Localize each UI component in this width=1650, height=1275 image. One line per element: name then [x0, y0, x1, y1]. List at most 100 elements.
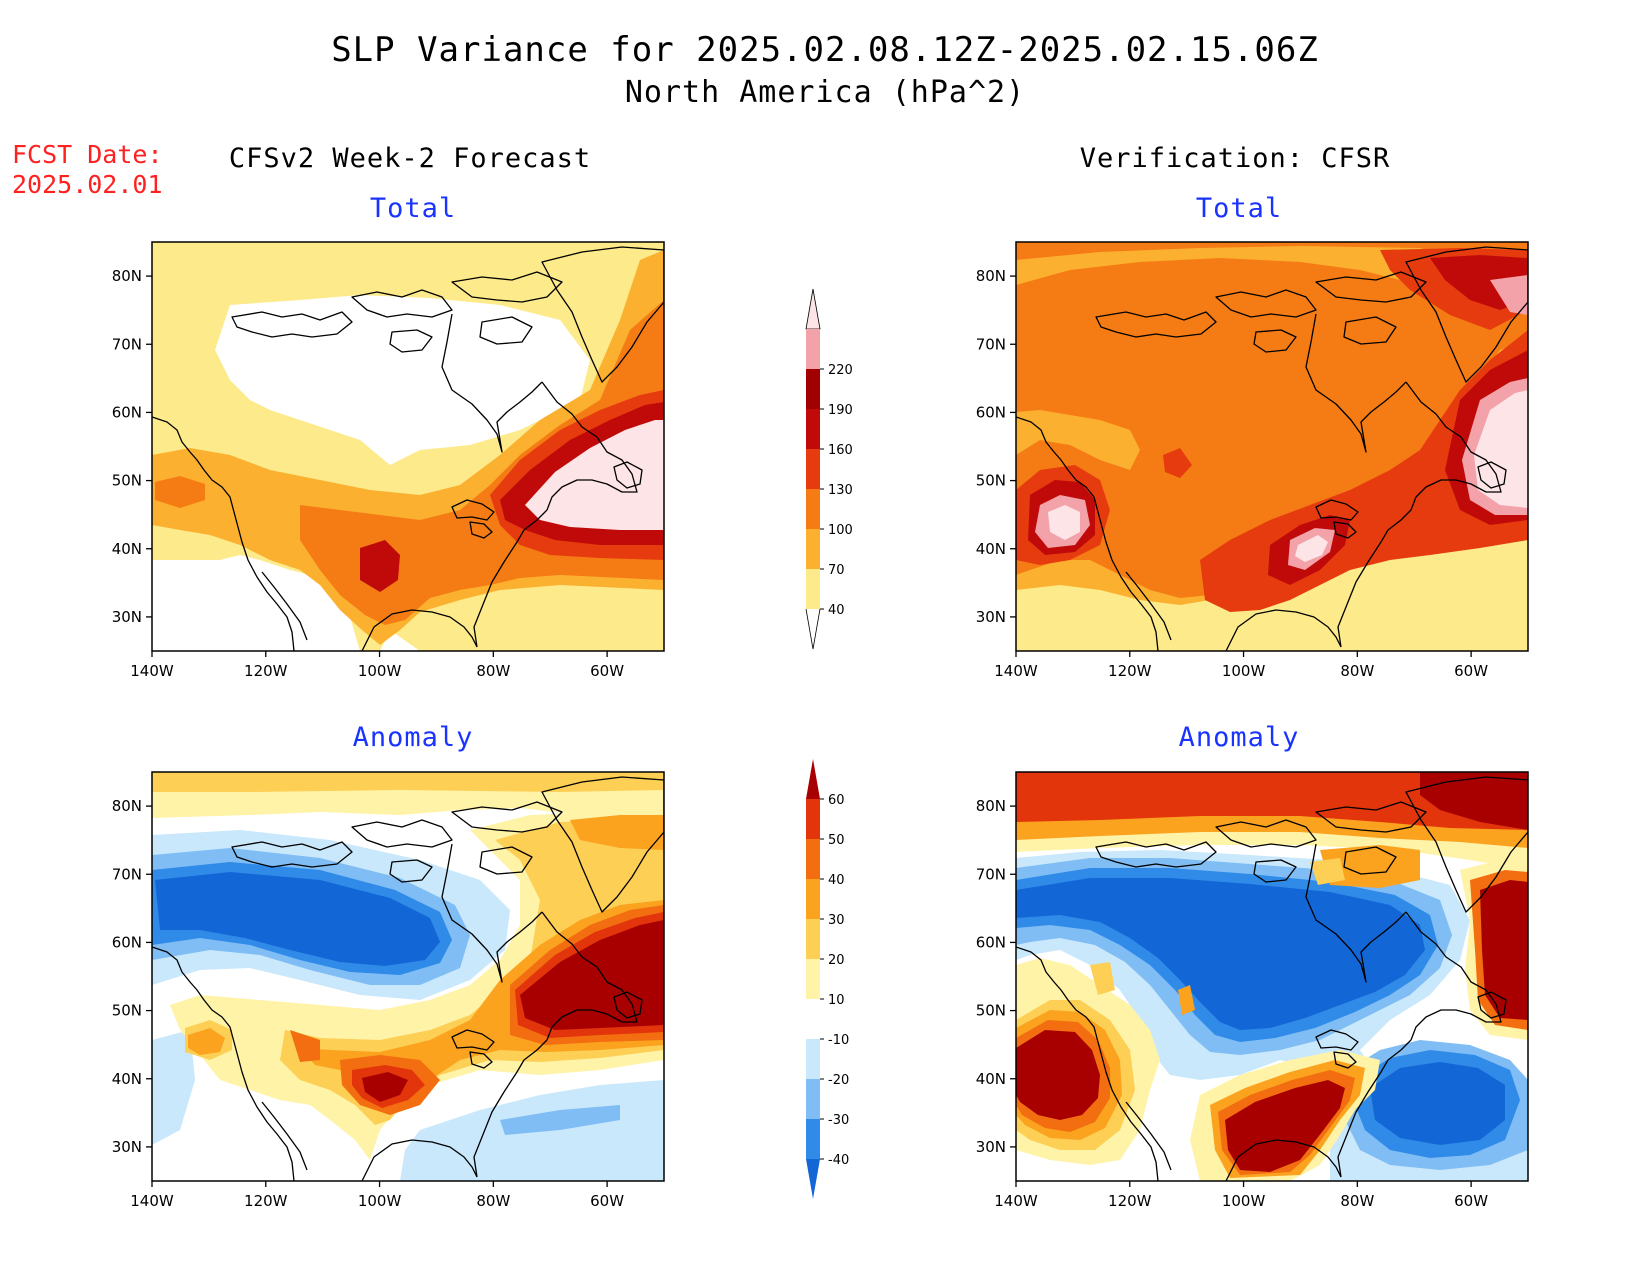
colorbar-anomaly: -40 -30 -20 -10 10 20 30 40 50 60 [806, 759, 849, 1199]
colorbar-anomaly-label: -30 [828, 1113, 849, 1128]
colorbar-total-swatch [806, 409, 820, 449]
colorbar-total-swatch [806, 489, 820, 529]
lat-tick-label: 60N [976, 933, 1006, 951]
lat-tick-label: 30N [112, 1138, 142, 1156]
lat-tick-label: 50N [976, 472, 1006, 490]
figure-subtitle: North America (hPa^2) [624, 75, 1026, 110]
colorbar-anomaly-label: 10 [828, 993, 845, 1008]
lat-tick-label: 70N [976, 865, 1006, 883]
colorbar-anomaly-label: 30 [828, 913, 845, 928]
lon-tick-label: 100W [358, 662, 402, 680]
fcst-date-value: 2025.02.01 [12, 170, 163, 199]
lat-tick-label: 60N [976, 403, 1006, 421]
lon-tick-label: 140W [994, 1192, 1038, 1210]
colorbar-anomaly-label: 20 [828, 953, 845, 968]
lat-tick-label: 70N [112, 335, 142, 353]
colorbar-total-label: 100 [828, 523, 853, 538]
lat-tick-label: 80N [112, 797, 142, 815]
lon-tick-label: 60W [590, 1192, 624, 1210]
colorbar-total-swatch [806, 329, 820, 369]
colorbar-anomaly-max-triangle [806, 759, 820, 799]
colorbar-anomaly-swatch [806, 919, 820, 959]
lat-tick-label: 50N [112, 1002, 142, 1020]
lat-tick-label: 40N [976, 540, 1006, 558]
lon-tick-label: 100W [358, 1192, 402, 1210]
axes-layer: 140W 120W 100W 80W 60W 80N 70N 60N 50N 40N 30N 140W… [112, 267, 1489, 1210]
lat-tick-label: 60N [112, 403, 142, 421]
colorbar-anomaly-label: -40 [828, 1153, 849, 1168]
lat-tick-label: 30N [112, 608, 142, 626]
panel-title-forecast-anomaly: Anomaly [352, 722, 474, 753]
colorbar-total: 40 70 100 130 160 190 220 [805, 288, 853, 650]
panel-title-verification-total: Total [1195, 193, 1283, 224]
lon-tick-label: 120W [244, 662, 288, 680]
colorbar-total-label: 40 [828, 603, 845, 618]
lon-tick-label: 140W [994, 662, 1038, 680]
colorbar-total-label: 190 [828, 403, 853, 418]
colorbar-total-max-triangle [805, 288, 821, 330]
lat-tick-label: 40N [112, 540, 142, 558]
colorbar-anomaly-label: 60 [828, 793, 845, 808]
colorbar-total-swatch [806, 449, 820, 489]
map-frame-forecast-anomaly [151, 771, 665, 1182]
colorbar-anomaly-swatch [806, 999, 820, 1039]
colorbar-anomaly-label: 40 [828, 873, 845, 888]
colorbar-total-label: 70 [828, 563, 845, 578]
lon-tick-label: 120W [1108, 662, 1152, 680]
colorbar-total-label: 220 [828, 363, 853, 378]
panel-title-verification-anomaly: Anomaly [1178, 722, 1300, 753]
colorbar-anomaly-swatch [806, 959, 820, 999]
map-frame-verification-anomaly [1015, 771, 1529, 1182]
lon-tick-label: 80W [476, 1192, 510, 1210]
lon-tick-label: 80W [1340, 1192, 1374, 1210]
colorbar-anomaly-swatch [806, 1079, 820, 1119]
colorbar-anomaly-swatch [806, 799, 820, 839]
lon-tick-label: 60W [590, 662, 624, 680]
colorbar-total-swatch [806, 529, 820, 569]
lat-tick-label: 30N [976, 1138, 1006, 1156]
colorbar-total-min-triangle [805, 608, 821, 650]
lat-tick-label: 70N [112, 865, 142, 883]
lat-tick-label: 70N [976, 335, 1006, 353]
lat-tick-label: 60N [112, 933, 142, 951]
colorbar-anomaly-label: -10 [828, 1033, 849, 1048]
map-forecast-total [152, 242, 664, 651]
colorbar-total-swatch [806, 569, 820, 609]
lat-tick-label: 40N [112, 1070, 142, 1088]
lon-tick-label: 140W [130, 662, 174, 680]
lat-tick-label: 80N [976, 267, 1006, 285]
lon-tick-label: 140W [130, 1192, 174, 1210]
column-title-verification: Verification: CFSR [1079, 143, 1391, 174]
lon-tick-label: 80W [1340, 662, 1374, 680]
lat-tick-label: 50N [112, 472, 142, 490]
map-forecast-anomaly [152, 772, 664, 1181]
colorbar-anomaly-label: -20 [828, 1073, 849, 1088]
lon-tick-label: 80W [476, 662, 510, 680]
figure-title: SLP Variance for 2025.02.08.12Z-2025.02.… [331, 30, 1319, 70]
lon-tick-label: 120W [1108, 1192, 1152, 1210]
map-frame-verification-total [1015, 241, 1529, 652]
lat-tick-label: 80N [112, 267, 142, 285]
colorbar-anomaly-swatch [806, 879, 820, 919]
colorbar-anomaly-swatch [806, 839, 820, 879]
column-title-forecast: CFSv2 Week-2 Forecast [228, 143, 592, 174]
lat-tick-label: 80N [976, 797, 1006, 815]
map-frame-forecast-total [151, 241, 665, 652]
colorbar-anomaly-swatch [806, 1039, 820, 1079]
map-verification-anomaly [1016, 772, 1528, 1181]
colorbar-anomaly-swatch [806, 1119, 820, 1159]
fcst-date-label: FCST Date: [12, 140, 163, 169]
colorbar-total-label: 160 [828, 443, 853, 458]
lon-tick-label: 60W [1454, 662, 1488, 680]
lat-tick-label: 50N [976, 1002, 1006, 1020]
map-verification-total [1016, 242, 1528, 651]
panel-title-forecast-total: Total [369, 193, 457, 224]
colorbar-total-swatch [806, 369, 820, 409]
lat-tick-label: 30N [976, 608, 1006, 626]
lon-tick-label: 120W [244, 1192, 288, 1210]
lon-tick-label: 60W [1454, 1192, 1488, 1210]
colorbar-anomaly-label: 50 [828, 833, 845, 848]
lon-tick-label: 100W [1222, 1192, 1266, 1210]
lat-tick-label: 40N [976, 1070, 1006, 1088]
